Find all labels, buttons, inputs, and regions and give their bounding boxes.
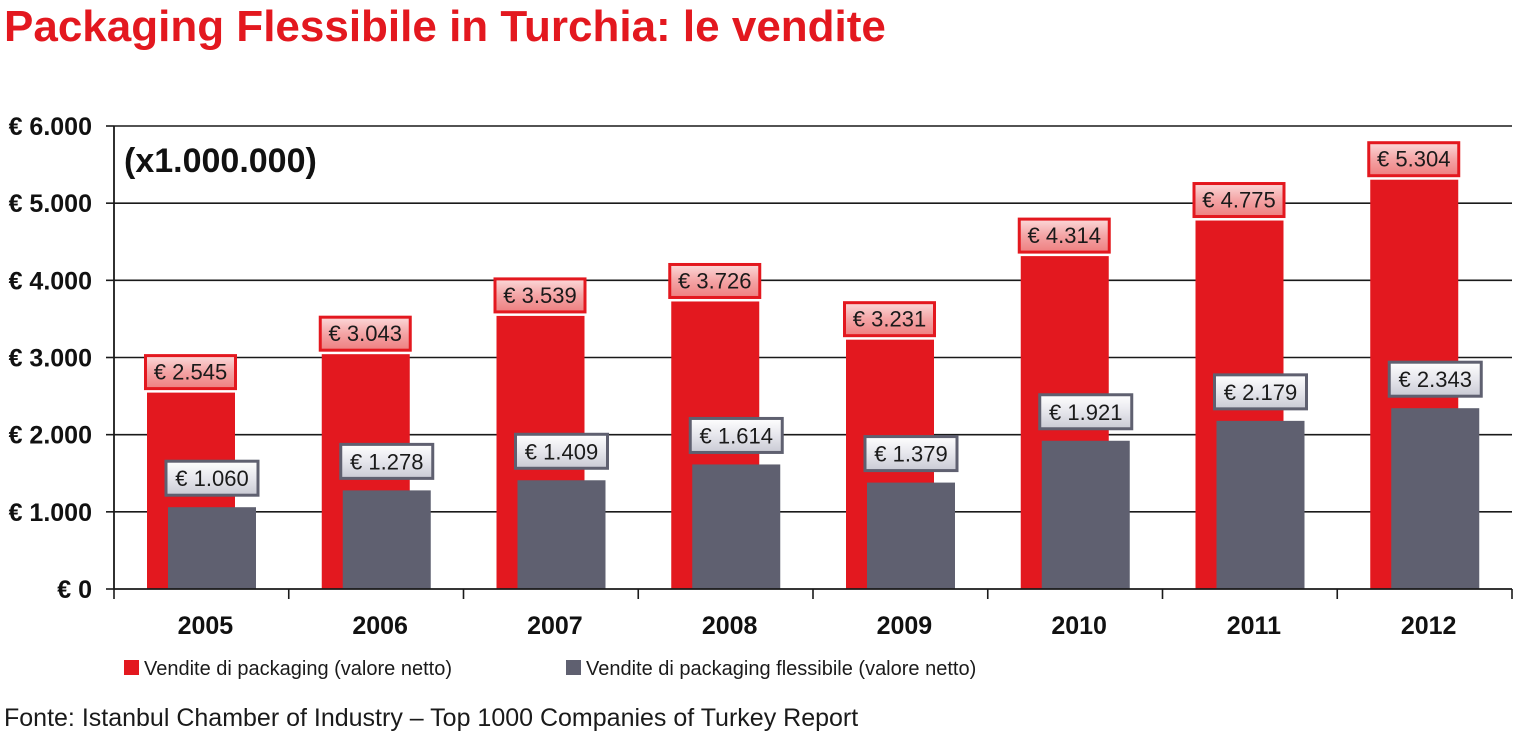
source-note: Fonte: Istanbul Chamber of Industry – To…: [4, 704, 859, 732]
data-label-packaging-2006: € 3.043: [329, 321, 402, 346]
data-label-box-flexible: [514, 432, 609, 470]
y-tick-label: € 4.000: [9, 267, 92, 295]
y-tick-label: € 6.000: [9, 113, 92, 141]
y-tick-label: € 3.000: [9, 345, 92, 373]
x-tick-label-2005: 2005: [178, 612, 234, 640]
bar-flexible-2006: [342, 490, 431, 589]
x-tick-label-2011: 2011: [1227, 612, 1281, 640]
data-label-flexible-2005: € 1.060: [175, 466, 248, 491]
unit-note: (x1.000.000): [124, 142, 317, 180]
legend-swatch-flexible: [566, 660, 581, 675]
data-label-flexible-2008: € 1.614: [700, 423, 773, 448]
x-tick-label-2009: 2009: [877, 612, 933, 640]
axes: € 0 € 1.000 € 2.000 € 3.000 € 4.000 € 5.000 € …: [9, 113, 1513, 640]
chart-title: Packaging Flessibile in Turchia: le vend…: [4, 2, 886, 51]
data-label-flexible-2011: € 2.179: [1224, 380, 1297, 405]
bar-flexible-2011: [1216, 420, 1305, 589]
bar-flexible-2010: [1041, 440, 1130, 589]
bar-flexible-2007: [517, 480, 606, 589]
bar-flexible-2005: [168, 507, 256, 589]
y-tick-label: € 1.000: [9, 499, 92, 527]
legend-label-packaging: Vendite di packaging (valore netto): [144, 658, 452, 680]
data-label-box-packaging: [144, 354, 237, 391]
y-tick-label: € 5.000: [9, 190, 92, 218]
legend-swatch-packaging: [124, 660, 139, 675]
data-label-box-flexible: [1213, 373, 1308, 411]
data-label-box-packaging: [1017, 217, 1111, 254]
legend-label-flexible: Vendite di packaging flessibile (valore …: [586, 658, 976, 680]
bar-chart: € 0 € 1.000 € 2.000 € 3.000 € 4.000 € 5.000 € …: [9, 113, 1513, 680]
data-label-box-packaging: [493, 277, 587, 314]
data-label-box-packaging: [843, 301, 936, 338]
x-tick-label-2012: 2012: [1401, 612, 1457, 640]
data-label-box-packaging: [318, 315, 412, 352]
x-tick-label-2006: 2006: [352, 612, 408, 640]
legend: Vendite di packaging (valore netto) Vendi…: [124, 658, 976, 680]
data-label-box-flexible: [1038, 393, 1134, 431]
data-label-packaging-2011: € 4.775: [1202, 188, 1275, 213]
y-tick-label: € 0: [57, 576, 92, 604]
data-label-box-flexible: [339, 442, 435, 480]
data-label-packaging-2012: € 5.304: [1377, 147, 1450, 172]
data-label-flexible-2006: € 1.278: [350, 449, 423, 474]
x-tick-label-2010: 2010: [1051, 612, 1107, 640]
data-label-box-packaging: [1192, 182, 1286, 219]
data-label-packaging-2010: € 4.314: [1028, 223, 1101, 248]
data-label-flexible-2010: € 1.921: [1049, 400, 1122, 425]
data-label-packaging-2009: € 3.231: [853, 307, 926, 332]
data-label-flexible-2012: € 2.343: [1399, 367, 1472, 392]
data-label-box-flexible: [164, 459, 260, 497]
data-label-box-flexible: [688, 416, 784, 454]
data-label-box-flexible: [1387, 360, 1483, 398]
data-label-box-flexible: [863, 435, 959, 473]
data-labels: € 2.545 € 1.060 € 3.043 € 1.278 € 3.539 € 1.4…: [144, 141, 1483, 497]
bar-flexible-2012: [1391, 408, 1480, 589]
bar-flexible-2009: [867, 482, 955, 589]
x-tick-label-2007: 2007: [527, 612, 583, 640]
data-label-flexible-2007: € 1.409: [525, 439, 598, 464]
data-label-box-packaging: [1367, 141, 1461, 178]
data-label-packaging-2008: € 3.726: [678, 268, 751, 293]
x-tick-label-2008: 2008: [702, 612, 758, 640]
data-label-flexible-2009: € 1.379: [874, 442, 947, 467]
bar-flexible-2008: [692, 464, 781, 589]
data-label-packaging-2005: € 2.545: [154, 360, 227, 385]
y-tick-label: € 2.000: [9, 422, 92, 450]
data-label-box-packaging: [668, 262, 762, 299]
data-label-packaging-2007: € 3.539: [503, 283, 576, 308]
